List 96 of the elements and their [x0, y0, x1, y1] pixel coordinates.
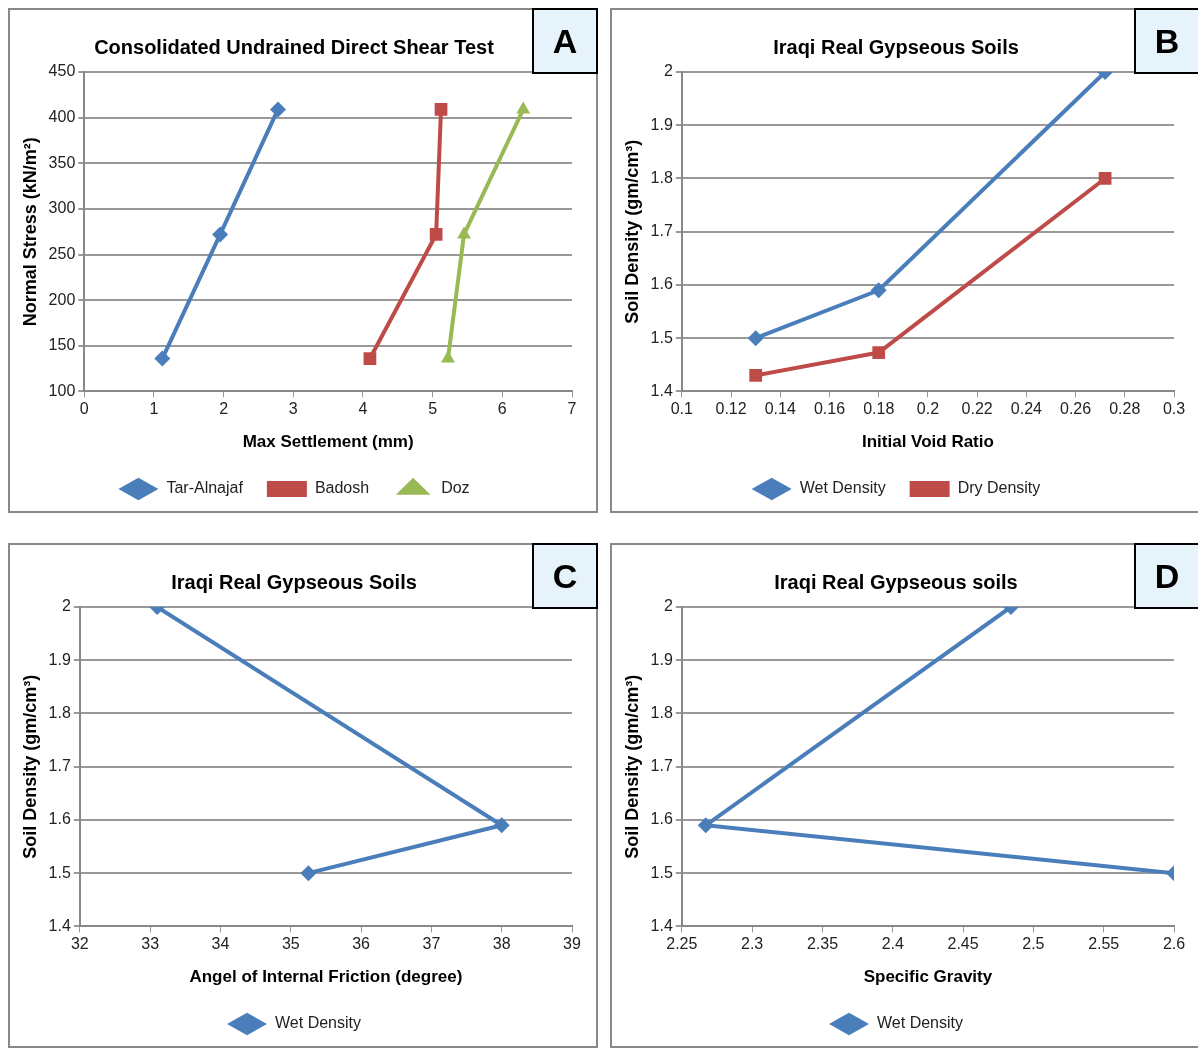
y-tick-label: 1.9 — [48, 650, 71, 668]
legend-label: Tar-Alnajaf — [166, 479, 244, 497]
x-tick-label: 33 — [141, 935, 160, 953]
y-tick-label: 1.5 — [650, 328, 673, 346]
x-tick-label: 37 — [422, 935, 441, 953]
x-axis-title: Angel of Internal Friction (degree) — [189, 967, 463, 987]
x-tick-label: 35 — [281, 935, 300, 953]
x-tick-label: 2.6 — [1162, 935, 1186, 953]
x-tick-label: 5 — [428, 400, 438, 418]
chart-title: Iraqi Real Gypseous Soils — [773, 35, 1019, 58]
y-tick-label: 1.9 — [650, 650, 673, 668]
x-tick-label: 0.14 — [764, 400, 796, 418]
x-tick-label: 3 — [288, 400, 298, 418]
y-tick-label: 1.4 — [650, 916, 673, 934]
point — [516, 101, 531, 114]
y-axis-title: Soil Density (gm/cm³) — [19, 674, 40, 859]
x-tick-label: 36 — [352, 935, 371, 953]
y-tick-label: 1.7 — [650, 222, 673, 240]
text: C — [532, 543, 598, 609]
y-tick-label: 300 — [48, 199, 76, 217]
x-tick-label: 0 — [79, 400, 89, 418]
y-axis-title: Soil Density (gm/cm³) — [621, 674, 642, 859]
y-tick-label: 1.4 — [48, 916, 71, 934]
y-tick-label: 1.4 — [650, 381, 673, 399]
x-tick-label: 6 — [497, 400, 507, 418]
x-tick-label: 2.45 — [947, 935, 979, 953]
x-tick-label: 2.25 — [666, 935, 698, 953]
y-axis-title: Normal Stress (kN/m²) — [19, 137, 40, 327]
x-tick-label: 0.24 — [1010, 400, 1043, 418]
y-tick-label: 400 — [48, 108, 76, 126]
y-axis-title: Soil Density (gm/cm³) — [621, 139, 642, 324]
legend-label: Wet Density — [275, 1014, 361, 1032]
x-tick-label: 2.35 — [806, 935, 839, 953]
y-tick-label: 250 — [48, 244, 76, 262]
x-tick-label: 0.16 — [813, 400, 846, 418]
y-tick-label: 200 — [48, 290, 76, 308]
y-tick-label: 2 — [61, 597, 71, 615]
x-tick-label: 34 — [211, 935, 230, 953]
y-tick-label: 1.6 — [650, 275, 673, 293]
y-tick-label: 1.6 — [650, 810, 673, 828]
x-axis-title: Initial Void Ratio — [861, 432, 994, 452]
x-tick-label: 39 — [563, 935, 581, 953]
x-tick-label: 4 — [358, 400, 368, 418]
x-tick-label: 0.12 — [715, 400, 747, 418]
y-tick-label: 1.5 — [650, 863, 673, 881]
y-tick-label: 1.9 — [650, 115, 673, 133]
y-tick-label: 450 — [48, 62, 76, 80]
legend-label: Wet Density — [877, 1014, 963, 1032]
point — [457, 226, 471, 239]
point — [154, 350, 171, 367]
y-tick-label: 150 — [48, 336, 76, 354]
x-tick-label: 7 — [567, 400, 577, 418]
x-tick-label: 2.3 — [741, 935, 764, 953]
y-tick-label: 350 — [48, 153, 76, 171]
point — [434, 103, 448, 116]
legend-label: Doz — [441, 479, 470, 497]
x-tick-label: 0.1 — [670, 400, 694, 418]
chart-title: Iraqi Real Gypseous soils — [774, 570, 1018, 593]
y-tick-label: 1.6 — [48, 810, 71, 828]
legend-label: Dry Density — [957, 479, 1041, 497]
x-tick-label: 38 — [492, 935, 511, 953]
y-tick-label: 1.8 — [650, 703, 673, 721]
x-tick-label: 0.2 — [916, 400, 940, 418]
y-tick-label: 1.8 — [48, 703, 71, 721]
point — [212, 226, 229, 243]
y-tick-label: 2 — [663, 597, 673, 615]
legend-label: Badosh — [314, 479, 370, 497]
x-tick-label: 2.5 — [1022, 935, 1045, 953]
x-axis-title: Max Settlement (mm) — [242, 432, 414, 452]
x-tick-label: 32 — [70, 935, 89, 953]
y-tick-label: 1.8 — [650, 168, 673, 186]
text: B — [1134, 8, 1198, 74]
point — [269, 101, 286, 118]
y-tick-label: 100 — [48, 381, 76, 399]
point — [363, 352, 377, 365]
legend-label: Wet Density — [799, 479, 886, 497]
y-tick-label: 1.7 — [48, 757, 71, 775]
chart-title: Iraqi Real Gypseous Soils — [171, 570, 417, 593]
x-tick-label: 1 — [149, 400, 159, 418]
point — [441, 350, 455, 363]
point — [429, 228, 443, 241]
x-tick-label: 0.3 — [1162, 400, 1186, 418]
y-tick-label: 1.5 — [48, 863, 71, 881]
x-tick-label: 2.55 — [1088, 935, 1120, 953]
x-tick-label: 0.28 — [1109, 400, 1141, 418]
x-tick-label: 0.18 — [863, 400, 895, 418]
text: A — [532, 8, 598, 74]
x-tick-label: 0.22 — [961, 400, 993, 418]
x-axis-title: Specific Gravity — [863, 967, 993, 987]
text: D — [1134, 543, 1198, 609]
x-tick-label: 0.26 — [1060, 400, 1092, 418]
chart-title: Consolidated Undrained Direct Shear Test — [94, 35, 495, 58]
y-tick-label: 1.7 — [650, 757, 673, 775]
x-tick-label: 2 — [219, 400, 229, 418]
x-tick-label: 2.4 — [881, 935, 904, 953]
y-tick-label: 2 — [663, 62, 673, 80]
